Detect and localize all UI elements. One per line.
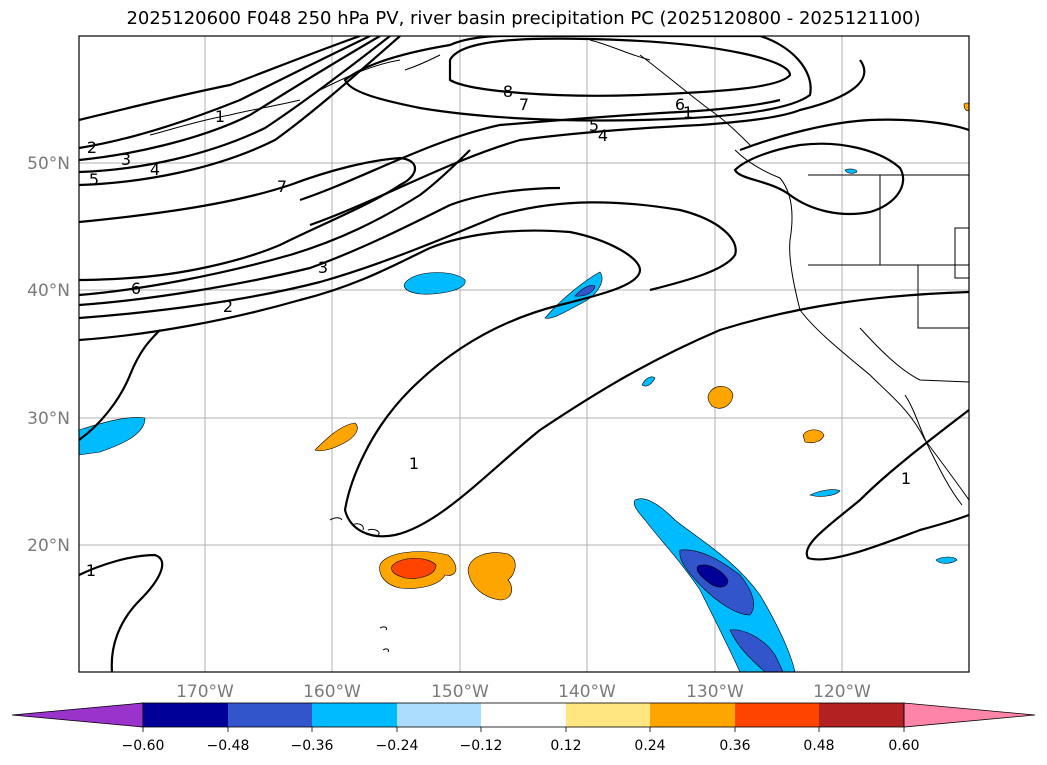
colorbar: −0.60 −0.48 −0.36 −0.24 −0.12 0.12 0.24 … bbox=[11, 702, 1036, 754]
colorbar-segment bbox=[735, 703, 819, 727]
contour-4 bbox=[79, 36, 391, 174]
contour-1-se bbox=[805, 409, 969, 561]
contour-label: 3 bbox=[318, 258, 328, 277]
colorbar-tick-label: −0.24 bbox=[376, 738, 419, 754]
negative-area-southeast-south bbox=[729, 629, 784, 672]
map-title: 2025120600 F048 250 hPa PV, river basin … bbox=[126, 8, 921, 29]
colorbar-segment bbox=[819, 703, 904, 727]
contour-label: 7 bbox=[277, 177, 287, 196]
contour-8 bbox=[448, 37, 792, 97]
colorbar-segment bbox=[312, 703, 397, 727]
negative-area-southeast-core bbox=[696, 564, 729, 588]
negative-area-small-2 bbox=[809, 489, 841, 497]
colorbar-segment bbox=[481, 703, 566, 727]
contour-7-north bbox=[343, 36, 812, 122]
contour-label: 1 bbox=[683, 103, 693, 122]
contour-3-south bbox=[79, 186, 561, 307]
positive-area-edge bbox=[963, 102, 969, 112]
contour-2 bbox=[79, 36, 371, 150]
colorbar-segment bbox=[228, 703, 312, 727]
colorbar-extend-low bbox=[11, 702, 144, 728]
contour-label: 1 bbox=[901, 469, 911, 488]
plot-area bbox=[79, 36, 969, 672]
colorbar-tick-label: −0.48 bbox=[207, 738, 250, 754]
negative-area-central-core bbox=[574, 285, 596, 297]
lat-label: 20°N bbox=[27, 536, 70, 556]
contour-label: 7 bbox=[519, 95, 529, 114]
contour-label: 4 bbox=[598, 126, 608, 145]
colorbar-extend-high bbox=[903, 702, 1036, 728]
colorbar-tick-label: −0.36 bbox=[291, 738, 334, 754]
contour-1-sw bbox=[79, 553, 164, 672]
negative-area-small-1 bbox=[641, 376, 656, 387]
negative-area-central-pacific bbox=[544, 271, 603, 319]
colorbar-tick-label: 0.36 bbox=[719, 738, 750, 754]
contour-3 bbox=[79, 36, 381, 162]
contour-1-nw bbox=[79, 36, 361, 122]
lat-label: 50°N bbox=[27, 154, 70, 174]
contour-1-tongue bbox=[79, 229, 969, 538]
contour-label: 1 bbox=[409, 454, 419, 473]
contour-label: 1 bbox=[86, 561, 96, 580]
positive-area-east-small bbox=[802, 429, 825, 444]
colorbar-tick-label: −0.12 bbox=[460, 738, 503, 754]
colorbar-segment bbox=[143, 703, 228, 727]
lon-label: 160°W bbox=[303, 682, 361, 702]
contour-labels: 2 3 4 5 7 1 8 7 5 4 6 1 3 2 6 1 1 1 bbox=[86, 82, 911, 580]
longitude-labels: 170°W 160°W 150°W 140°W 130°W 120°W bbox=[176, 682, 871, 702]
lat-label: 40°N bbox=[27, 281, 70, 301]
positive-area-east-hawaii bbox=[467, 552, 516, 601]
contour-5-east bbox=[299, 98, 781, 202]
positive-area-mid bbox=[707, 386, 734, 409]
contour-label: 5 bbox=[89, 170, 99, 189]
lon-label: 170°W bbox=[176, 682, 234, 702]
pv-contours bbox=[79, 36, 969, 672]
colorbar-tick-label: −0.60 bbox=[122, 738, 165, 754]
contour-label: 6 bbox=[675, 95, 685, 114]
contour-label: 5 bbox=[589, 116, 599, 135]
latitude-labels: 50°N 40°N 30°N 20°N bbox=[27, 154, 70, 556]
contour-2-south bbox=[79, 201, 737, 320]
negative-area-small-4 bbox=[844, 168, 858, 174]
contour-4-east bbox=[309, 59, 866, 227]
negative-area-small-3 bbox=[935, 556, 958, 564]
lon-label: 120°W bbox=[813, 682, 871, 702]
contour-label: 2 bbox=[87, 138, 97, 157]
colorbar-tick-label: 0.48 bbox=[803, 738, 834, 754]
contour-5-west bbox=[79, 36, 401, 187]
lon-label: 140°W bbox=[558, 682, 616, 702]
colorbar-segment bbox=[650, 703, 735, 727]
lon-label: 150°W bbox=[431, 682, 489, 702]
contour-1-west bbox=[79, 329, 161, 441]
contour-label: 8 bbox=[503, 82, 513, 101]
contour-7-tongue bbox=[79, 156, 417, 282]
contour-6 bbox=[79, 149, 471, 297]
negative-area-north-pacific bbox=[404, 272, 466, 295]
contour-label: 4 bbox=[150, 160, 160, 179]
contour-1-east-loop bbox=[733, 142, 905, 216]
positive-area-hawaii-core bbox=[391, 558, 437, 579]
colorbar-segment bbox=[566, 703, 650, 727]
colorbar-ticks bbox=[142, 727, 905, 732]
contour-label: 6 bbox=[131, 279, 141, 298]
colorbar-tick-label: 0.60 bbox=[888, 738, 919, 754]
lon-label: 130°W bbox=[686, 682, 744, 702]
contour-1-north-east bbox=[739, 118, 969, 152]
colorbar-segment bbox=[397, 703, 481, 727]
contour-label: 1 bbox=[215, 107, 225, 126]
contour-label: 3 bbox=[121, 150, 131, 169]
lat-label: 30°N bbox=[27, 409, 70, 429]
contour-label: 2 bbox=[223, 297, 233, 316]
colorbar-tick-label: 0.24 bbox=[634, 738, 665, 754]
colorbar-tick-label: 0.12 bbox=[550, 738, 581, 754]
plot-frame bbox=[78, 35, 970, 673]
positive-area-hawaii-west bbox=[314, 422, 358, 452]
